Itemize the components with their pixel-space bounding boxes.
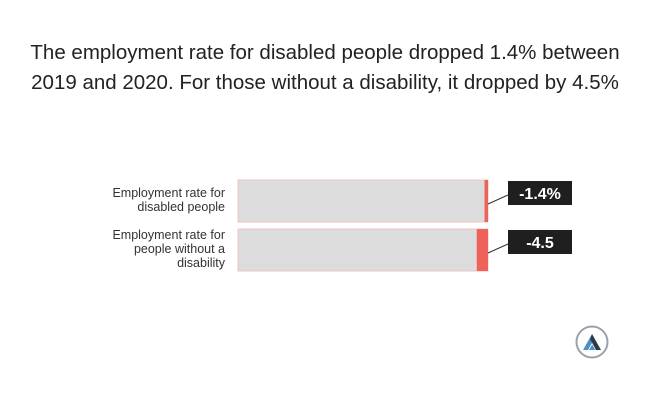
bar — [476, 229, 488, 271]
brand-logo-icon — [575, 325, 609, 359]
category-label-line: Employment rate for — [112, 186, 225, 200]
value-label: -4.5 — [526, 235, 554, 252]
value-label-box — [508, 181, 572, 205]
bar — [484, 180, 488, 222]
value-label-leader — [487, 243, 509, 254]
category-label: Employment rate for people without a disab… — [35, 228, 225, 270]
value-labels: -1.4% -4.5 — [487, 181, 572, 254]
category-label-line: disabled people — [137, 200, 225, 214]
bar-tracks — [237, 179, 489, 272]
category-label: Employment rate for disabled people — [35, 186, 225, 214]
category-label-line: disability — [177, 256, 225, 270]
bar-track — [237, 179, 489, 223]
value-label: -1.4% — [519, 186, 561, 203]
category-label-line: people without a — [133, 242, 225, 256]
bars — [476, 180, 488, 271]
value-label-leader — [487, 194, 509, 205]
chart-title: The employment rate for disabled people … — [30, 41, 620, 94]
value-label-box — [508, 230, 572, 254]
bar-track — [237, 228, 489, 272]
category-label-line: Employment rate for — [112, 228, 225, 242]
